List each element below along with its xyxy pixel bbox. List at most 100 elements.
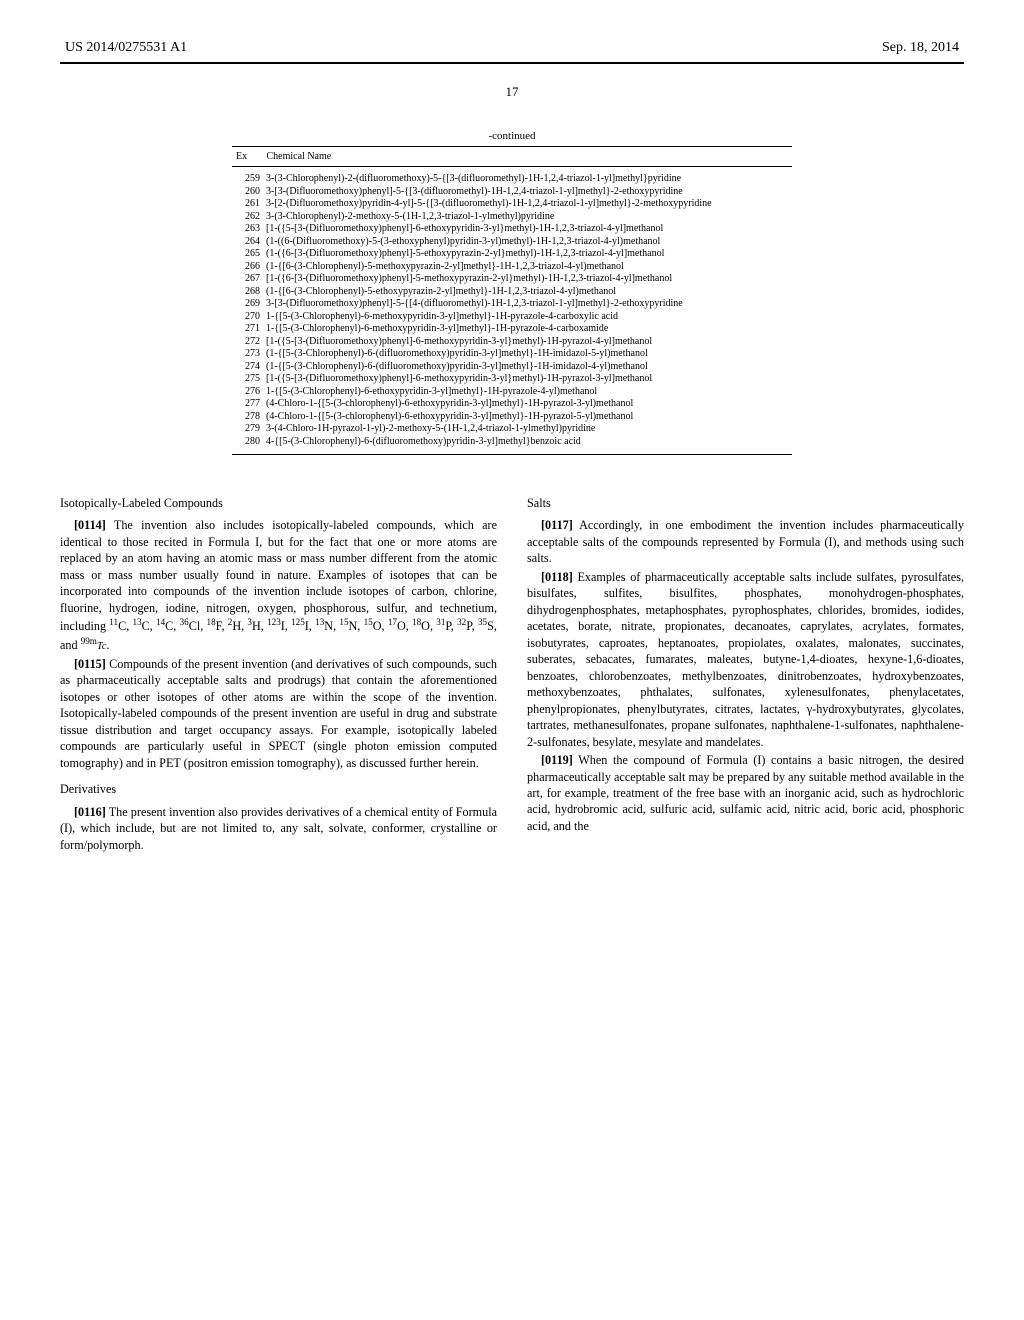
table-row: 2804-{[5-(3-Chlorophenyl)-6-(difluoromet…: [232, 436, 792, 449]
page-number: 17: [60, 84, 964, 100]
name-cell: (1-{[5-(3-Chlorophenyl)-6-(difluorometho…: [266, 361, 792, 374]
ex-cell: 269: [232, 298, 266, 311]
header-rule: [60, 62, 964, 64]
page-header: US 2014/0275531 A1 Sep. 18, 2014: [60, 40, 964, 56]
para-text: Accordingly, in one embodiment the inven…: [527, 518, 964, 565]
para-text: Examples of pharmaceutically acceptable …: [527, 570, 964, 749]
name-cell: 3-[3-(Difluoromethoxy)phenyl]-5-{[3-(dif…: [266, 186, 792, 199]
name-cell: (1-{[6-(3-Chlorophenyl)-5-methoxypyrazin…: [266, 261, 792, 274]
table-head: Ex Chemical Name: [232, 147, 792, 167]
table-row: 266(1-{[6-(3-Chlorophenyl)-5-methoxypyra…: [232, 261, 792, 274]
table-row: 277(4-Chloro-1-{[5-(3-chlorophenyl)-6-et…: [232, 398, 792, 411]
name-cell: [1-({5-[3-(Difluoromethoxy)phenyl]-6-met…: [266, 336, 792, 349]
table-row: 263[1-({5-[3-(Difluoromethoxy)phenyl]-6-…: [232, 223, 792, 236]
table-row: 2593-(3-Chlorophenyl)-2-(difluoromethoxy…: [232, 173, 792, 186]
ex-cell: 260: [232, 186, 266, 199]
name-cell: 3-(4-Chloro-1H-pyrazol-1-yl)-2-methoxy-5…: [266, 423, 792, 436]
name-cell: [1-({6-[3-(Difluoromethoxy)phenyl]-5-met…: [266, 273, 792, 286]
table-row: 278(4-Chloro-1-{[5-(3-chlorophenyl)-6-et…: [232, 411, 792, 424]
name-cell: 4-{[5-(3-Chlorophenyl)-6-(difluoromethox…: [266, 436, 792, 449]
name-cell: (4-Chloro-1-{[5-(3-chlorophenyl)-6-ethox…: [266, 411, 792, 424]
table-row: 272[1-({5-[3-(Difluoromethoxy)phenyl]-6-…: [232, 336, 792, 349]
para-text: The present invention also provides deri…: [60, 805, 497, 852]
table-row: 2711-{[5-(3-Chlorophenyl)-6-methoxypyrid…: [232, 323, 792, 336]
table-row: 268(1-{[6-(3-Chlorophenyl)-5-ethoxypyraz…: [232, 286, 792, 299]
ex-cell: 278: [232, 411, 266, 424]
section-heading-salts: Salts: [527, 495, 964, 511]
para-text: Compounds of the present invention (and …: [60, 657, 497, 770]
table-row: 275[1-({5-[3-(Difluoromethoxy)phenyl]-6-…: [232, 373, 792, 386]
name-cell: 3-(3-Chlorophenyl)-2-(difluoromethoxy)-5…: [266, 173, 792, 186]
table-row: 2613-[2-(Difluoromethoxy)pyridin-4-yl]-5…: [232, 198, 792, 211]
publication-date: Sep. 18, 2014: [882, 40, 959, 56]
ex-cell: 272: [232, 336, 266, 349]
name-cell: 3-(3-Chlorophenyl)-2-methoxy-5-(1H-1,2,3…: [266, 211, 792, 224]
paragraph-0116: [0116] The present invention also provid…: [60, 804, 497, 853]
table-row: 265(1-({6-[3-(Difluoromethoxy)phenyl]-5-…: [232, 248, 792, 261]
ex-cell: 265: [232, 248, 266, 261]
ex-cell: 268: [232, 286, 266, 299]
name-cell: (1-({6-[3-(Difluoromethoxy)phenyl]-5-eth…: [266, 248, 792, 261]
paragraph-0114: [0114] The invention also includes isoto…: [60, 517, 497, 653]
left-column: Isotopically-Labeled Compounds [0114] Th…: [60, 485, 497, 855]
paragraph-0115: [0115] Compounds of the present inventio…: [60, 656, 497, 771]
table-head-name: Chemical Name: [267, 151, 332, 162]
table-row: 2701-{[5-(3-Chlorophenyl)-6-methoxypyrid…: [232, 311, 792, 324]
table-row: 264(1-((6-(Difluoromethoxy)-5-(3-ethoxyp…: [232, 236, 792, 249]
name-cell: 3-[3-(Difluoromethoxy)phenyl]-5-{[4-(dif…: [266, 298, 792, 311]
ex-cell: 275: [232, 373, 266, 386]
table-row: 2693-[3-(Difluoromethoxy)phenyl]-5-{[4-(…: [232, 298, 792, 311]
table-row: 2761-{[5-(3-Chlorophenyl)-6-ethoxypyridi…: [232, 386, 792, 399]
ex-cell: 259: [232, 173, 266, 186]
right-column: Salts [0117] Accordingly, in one embodim…: [527, 485, 964, 855]
table-row: 2603-[3-(Difluoromethoxy)phenyl]-5-{[3-(…: [232, 186, 792, 199]
table-row: 267[1-({6-[3-(Difluoromethoxy)phenyl]-5-…: [232, 273, 792, 286]
para-num: [0114]: [74, 518, 106, 532]
paragraph-0119: [0119] When the compound of Formula (I) …: [527, 752, 964, 834]
ex-cell: 262: [232, 211, 266, 224]
ex-cell: 261: [232, 198, 266, 211]
ex-cell: 271: [232, 323, 266, 336]
ex-cell: 274: [232, 361, 266, 374]
para-num: [0115]: [74, 657, 106, 671]
name-cell: (4-Chloro-1-{[5-(3-chlorophenyl)-6-ethox…: [266, 398, 792, 411]
ex-cell: 267: [232, 273, 266, 286]
table-row: 2623-(3-Chlorophenyl)-2-methoxy-5-(1H-1,…: [232, 211, 792, 224]
ex-cell: 279: [232, 423, 266, 436]
para-text: When the compound of Formula (I) contain…: [527, 753, 964, 833]
publication-number: US 2014/0275531 A1: [65, 40, 187, 56]
table-row: 2793-(4-Chloro-1H-pyrazol-1-yl)-2-methox…: [232, 423, 792, 436]
ex-cell: 277: [232, 398, 266, 411]
name-cell: 1-{[5-(3-Chlorophenyl)-6-methoxypyridin-…: [266, 311, 792, 324]
para-num: [0119]: [541, 753, 573, 767]
paragraph-0118: [0118] Examples of pharmaceutically acce…: [527, 569, 964, 750]
table-head-ex: Ex: [236, 151, 264, 162]
name-cell: 1-{[5-(3-Chlorophenyl)-6-ethoxypyridin-3…: [266, 386, 792, 399]
section-heading-isotopically: Isotopically-Labeled Compounds: [60, 495, 497, 511]
para-num: [0117]: [541, 518, 573, 532]
paragraph-0117: [0117] Accordingly, in one embodiment th…: [527, 517, 964, 566]
text-columns: Isotopically-Labeled Compounds [0114] Th…: [60, 485, 964, 855]
table-continued-label: -continued: [232, 130, 792, 142]
ex-cell: 264: [232, 236, 266, 249]
name-cell: (1-{[6-(3-Chlorophenyl)-5-ethoxypyrazin-…: [266, 286, 792, 299]
section-heading-derivatives: Derivatives: [60, 781, 497, 797]
name-cell: 3-[2-(Difluoromethoxy)pyridin-4-yl]-5-{[…: [266, 198, 792, 211]
ex-cell: 273: [232, 348, 266, 361]
name-cell: [1-({5-[3-(Difluoromethoxy)phenyl]-6-met…: [266, 373, 792, 386]
name-cell: 1-{[5-(3-Chlorophenyl)-6-methoxypyridin-…: [266, 323, 792, 336]
table-row: 273(1-{[5-(3-Chlorophenyl)-6-(difluorome…: [232, 348, 792, 361]
ex-cell: 263: [232, 223, 266, 236]
ex-cell: 270: [232, 311, 266, 324]
para-num: [0116]: [74, 805, 106, 819]
ex-cell: 266: [232, 261, 266, 274]
name-cell: (1-{[5-(3-Chlorophenyl)-6-(difluorometho…: [266, 348, 792, 361]
name-cell: [1-({5-[3-(Difluoromethoxy)phenyl]-6-eth…: [266, 223, 792, 236]
para-num: [0118]: [541, 570, 573, 584]
ex-cell: 276: [232, 386, 266, 399]
ex-cell: 280: [232, 436, 266, 449]
isotope-list: 11C, 13C, 14C, 36Cl, 18F, 2H, 3H, 123I, …: [60, 619, 497, 652]
name-cell: (1-((6-(Difluoromethoxy)-5-(3-ethoxyphen…: [266, 236, 792, 249]
chemical-name-table: -continued Ex Chemical Name 2593-(3-Chlo…: [232, 130, 792, 455]
table-row: 274(1-{[5-(3-Chlorophenyl)-6-(difluorome…: [232, 361, 792, 374]
